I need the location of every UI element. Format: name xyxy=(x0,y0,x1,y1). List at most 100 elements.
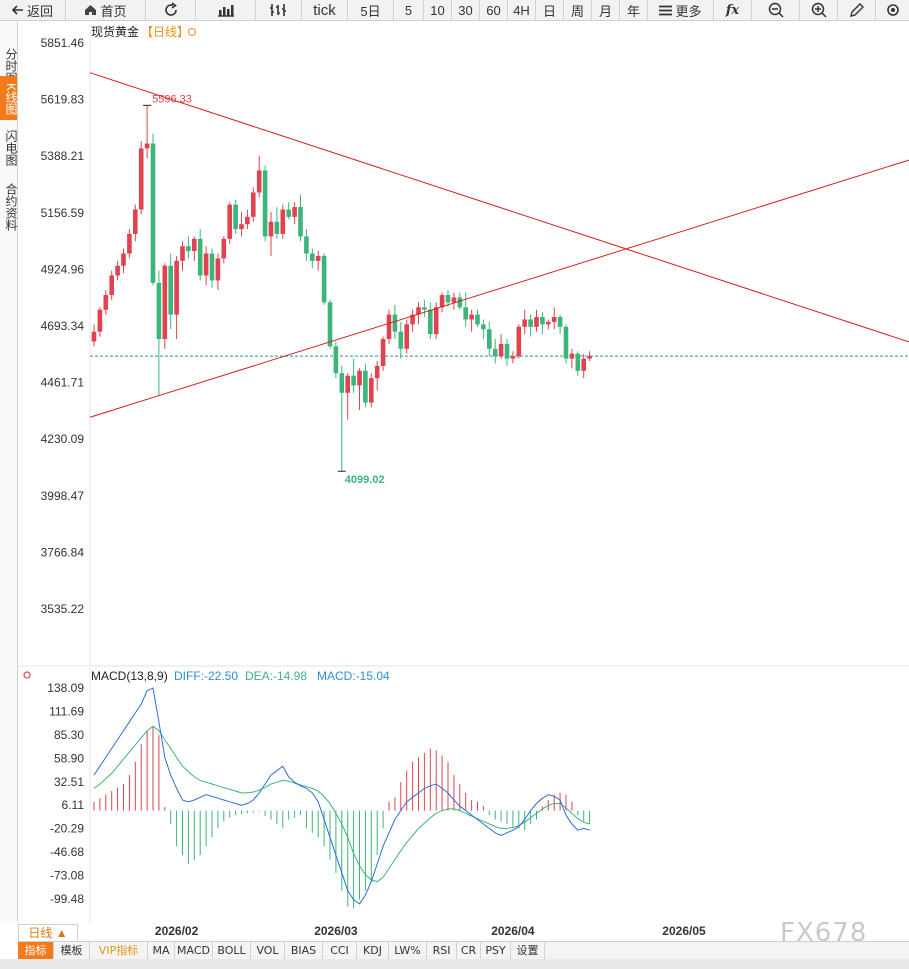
date-axis-tick-label: 2026/03 xyxy=(314,924,358,938)
formula-button[interactable]: fx xyxy=(714,0,752,20)
indicator-tab-indicators[interactable]: 指标 xyxy=(18,942,54,959)
candle-body xyxy=(286,209,291,217)
tick-label: tick xyxy=(313,1,336,19)
candle-body xyxy=(522,319,527,327)
sidebar-item-kline[interactable]: K线图 xyxy=(0,76,18,120)
refresh-icon xyxy=(164,2,177,16)
candle-body xyxy=(162,265,168,340)
candle-body xyxy=(97,309,103,332)
indicator-tab-bias[interactable]: BIAS xyxy=(285,942,323,959)
price-axis-tick-label: 4924.96 xyxy=(41,262,85,276)
candle-body xyxy=(380,339,386,366)
candle-body xyxy=(304,236,309,254)
indicator-tab-lwpct[interactable]: LW% xyxy=(389,942,427,959)
more-button[interactable]: 更多 xyxy=(648,0,714,20)
candle-body xyxy=(363,370,368,403)
candle-body xyxy=(127,233,132,254)
candle-body xyxy=(251,192,256,217)
period-4h-button[interactable]: 4H xyxy=(508,0,536,20)
period-5min-button[interactable]: 5 xyxy=(394,0,424,20)
period-day-button[interactable]: 日 xyxy=(536,0,564,20)
candle-body xyxy=(487,329,492,349)
period-year-button[interactable]: 年 xyxy=(620,0,648,20)
zoom-in-button[interactable] xyxy=(800,0,838,20)
period-60min-label: 60 xyxy=(486,2,501,18)
candle-body xyxy=(256,170,262,193)
candle-body xyxy=(91,331,97,342)
indicator-tab-macd[interactable]: MACD xyxy=(175,942,213,959)
candle-body xyxy=(428,309,433,335)
macd-axis-tick-label: -99.48 xyxy=(50,892,84,906)
indicator-tab-templates[interactable]: 模板 xyxy=(54,942,90,959)
candle-body xyxy=(439,295,445,308)
period-week-label: 周 xyxy=(570,3,584,19)
bottom-scroll-strip[interactable] xyxy=(0,959,909,969)
candle-body xyxy=(333,346,339,374)
indicator-tab-kdj[interactable]: KDJ xyxy=(357,942,389,959)
indicator-tab-rsi[interactable]: RSI xyxy=(427,942,457,959)
sidebar-item-contract-info[interactable]: 合约资料 xyxy=(0,176,18,236)
settings-button[interactable] xyxy=(876,0,909,20)
period-select-tab[interactable]: 日线 ▲ xyxy=(18,924,78,941)
chart-type-button[interactable] xyxy=(196,0,256,20)
candle-body xyxy=(144,143,150,149)
candle-body xyxy=(345,375,350,393)
candle-body xyxy=(357,370,362,386)
price-axis-tick-label: 3766.84 xyxy=(41,545,85,559)
macd-settings-icon[interactable] xyxy=(23,671,31,679)
indicator-tab-cci[interactable]: CCI xyxy=(323,942,357,959)
back-button[interactable]: 返回 xyxy=(0,0,66,20)
candle-body xyxy=(534,317,539,327)
candle-body xyxy=(274,221,280,234)
instrument-name: 现货黄金 xyxy=(91,24,139,39)
home-button[interactable]: 首页 xyxy=(66,0,146,20)
macd-axis-tick-label: 111.69 xyxy=(49,704,84,718)
draw-line-button[interactable] xyxy=(838,0,876,20)
candle-body xyxy=(416,307,421,315)
period-10min-button[interactable]: 10 xyxy=(424,0,452,20)
candle-body xyxy=(298,207,303,237)
candle-body xyxy=(168,265,173,315)
period-tag-icon[interactable] xyxy=(188,28,196,36)
descending-trendline[interactable] xyxy=(89,72,909,343)
candle-body xyxy=(351,375,356,386)
period-30min-label: 30 xyxy=(458,2,473,18)
indicator-tab-boll[interactable]: BOLL xyxy=(213,942,251,959)
period-30min-button[interactable]: 30 xyxy=(452,0,480,20)
candle-body xyxy=(551,317,557,322)
indicator-tab-ma[interactable]: MA xyxy=(148,942,175,959)
sidebar-item-flash-chart[interactable]: 闪电图 xyxy=(0,123,18,171)
period-month-button[interactable]: 月 xyxy=(592,0,620,20)
indicator-style-button[interactable] xyxy=(256,0,302,20)
fx-icon: fx xyxy=(725,2,740,18)
period-day-label: 日 xyxy=(542,3,556,19)
view-sidebar: 分时图 K线图 闪电图 合约资料 xyxy=(0,21,18,921)
zoom-in-icon xyxy=(811,2,827,18)
period-60min-button[interactable]: 60 xyxy=(480,0,508,20)
ascending-trendline[interactable] xyxy=(89,159,909,418)
refresh-button[interactable] xyxy=(146,0,196,20)
indicator-tab-vol[interactable]: VOL xyxy=(251,942,285,959)
indicator-tab-psy[interactable]: PSY xyxy=(481,942,511,959)
indicator-tab-cr[interactable]: CR xyxy=(457,942,481,959)
ohlc-bars-icon xyxy=(269,4,286,16)
candle-chart-icon xyxy=(217,5,234,17)
candlestick-series: 5596.334099.02 xyxy=(91,93,592,486)
period-tag: 【日线】 xyxy=(141,25,189,39)
period-5day-button[interactable]: 5日 xyxy=(348,0,394,20)
back-arrow-icon xyxy=(11,5,23,15)
candle-body xyxy=(475,314,480,325)
indicator-tab-vip[interactable]: VIP指标 xyxy=(90,942,148,959)
price-axis-tick-label: 5388.21 xyxy=(41,149,85,163)
candle-body xyxy=(445,295,451,303)
tick-button[interactable]: tick xyxy=(302,0,348,20)
zoom-out-button[interactable] xyxy=(752,0,800,20)
indicator-tab-设置[interactable]: 设置 xyxy=(511,942,545,959)
period-week-button[interactable]: 周 xyxy=(564,0,592,20)
candle-body xyxy=(156,282,162,340)
candle-body xyxy=(197,238,203,276)
sidebar-item-time-chart[interactable]: 分时图 xyxy=(0,39,18,91)
candle-body xyxy=(215,258,221,281)
period-5day-label: 5日 xyxy=(360,3,381,19)
